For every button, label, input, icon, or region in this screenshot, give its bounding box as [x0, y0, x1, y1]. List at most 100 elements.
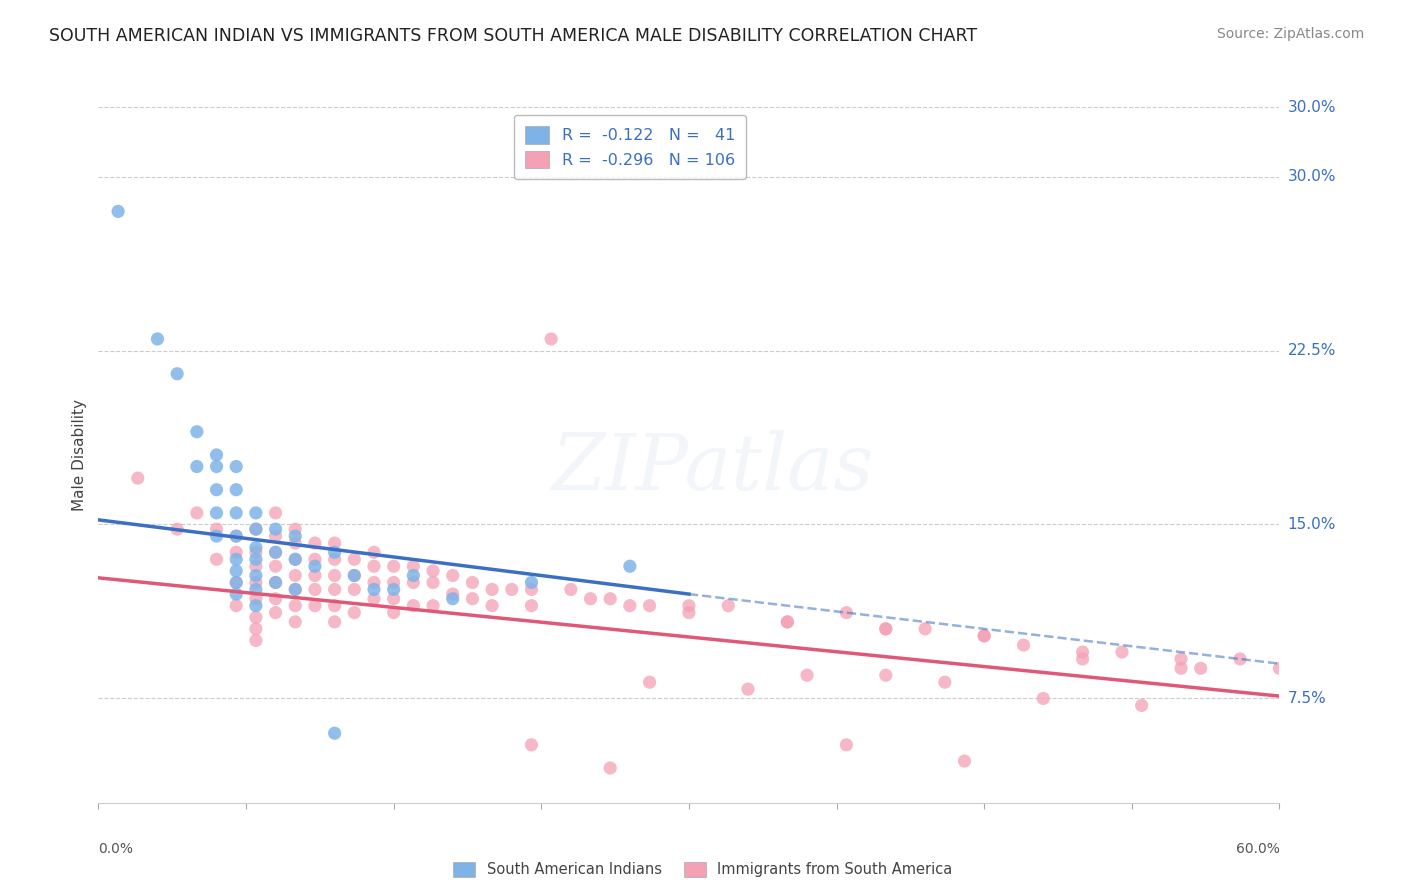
Point: [323, 582, 346, 597]
Point: [1189, 661, 1212, 675]
Point: [245, 506, 267, 520]
Point: [205, 448, 228, 462]
Point: [422, 599, 444, 613]
Point: [1071, 645, 1094, 659]
Point: [540, 332, 562, 346]
Point: [245, 622, 267, 636]
Point: [245, 582, 267, 597]
Point: [382, 559, 405, 574]
Point: [225, 599, 247, 613]
Point: [225, 529, 247, 543]
Point: [245, 541, 267, 555]
Point: [323, 536, 346, 550]
Point: [402, 568, 425, 582]
Point: [304, 559, 326, 574]
Point: [166, 522, 188, 536]
Point: [245, 552, 267, 566]
Legend: South American Indians, Immigrants from South America: South American Indians, Immigrants from …: [446, 855, 960, 885]
Point: [1170, 652, 1192, 666]
Point: [1071, 652, 1094, 666]
Point: [264, 606, 287, 620]
Point: [953, 754, 976, 768]
Text: 22.5%: 22.5%: [1288, 343, 1336, 358]
Point: [875, 622, 897, 636]
Point: [737, 682, 759, 697]
Point: [422, 575, 444, 590]
Point: [638, 599, 661, 613]
Point: [205, 552, 228, 566]
Point: [1130, 698, 1153, 713]
Point: [382, 575, 405, 590]
Point: [343, 606, 366, 620]
Point: [284, 568, 307, 582]
Point: [323, 726, 346, 740]
Point: [245, 599, 267, 613]
Point: [166, 367, 188, 381]
Point: [264, 591, 287, 606]
Point: [323, 545, 346, 559]
Point: [441, 568, 464, 582]
Point: [304, 536, 326, 550]
Point: [934, 675, 956, 690]
Point: [225, 575, 247, 590]
Point: [264, 545, 287, 559]
Point: [284, 615, 307, 629]
Point: [481, 582, 503, 597]
Point: [402, 575, 425, 590]
Point: [186, 506, 208, 520]
Point: [245, 610, 267, 624]
Point: [560, 582, 582, 597]
Point: [875, 622, 897, 636]
Point: [776, 615, 799, 629]
Point: [225, 545, 247, 559]
Point: [264, 529, 287, 543]
Point: [579, 591, 602, 606]
Point: [678, 606, 700, 620]
Point: [245, 575, 267, 590]
Point: [323, 568, 346, 582]
Text: 30.0%: 30.0%: [1288, 169, 1336, 184]
Point: [501, 582, 523, 597]
Point: [284, 582, 307, 597]
Point: [127, 471, 149, 485]
Point: [441, 587, 464, 601]
Point: [225, 483, 247, 497]
Point: [264, 545, 287, 559]
Point: [363, 591, 385, 606]
Point: [107, 204, 129, 219]
Point: [186, 459, 208, 474]
Y-axis label: Male Disability: Male Disability: [72, 399, 87, 511]
Point: [264, 506, 287, 520]
Point: [520, 582, 543, 597]
Point: [382, 591, 405, 606]
Point: [205, 483, 228, 497]
Point: [599, 591, 621, 606]
Point: [343, 568, 366, 582]
Text: Source: ZipAtlas.com: Source: ZipAtlas.com: [1216, 27, 1364, 41]
Point: [284, 582, 307, 597]
Point: [323, 552, 346, 566]
Point: [225, 506, 247, 520]
Point: [245, 545, 267, 559]
Text: 30.0%: 30.0%: [1288, 100, 1336, 114]
Point: [835, 738, 858, 752]
Point: [304, 552, 326, 566]
Text: 15.0%: 15.0%: [1288, 517, 1336, 532]
Point: [382, 582, 405, 597]
Point: [225, 564, 247, 578]
Point: [264, 522, 287, 536]
Point: [461, 575, 484, 590]
Point: [382, 606, 405, 620]
Point: [1268, 661, 1291, 675]
Point: [284, 529, 307, 543]
Point: [284, 552, 307, 566]
Point: [304, 599, 326, 613]
Point: [619, 559, 641, 574]
Point: [245, 633, 267, 648]
Point: [343, 582, 366, 597]
Point: [835, 606, 858, 620]
Point: [225, 575, 247, 590]
Point: [284, 552, 307, 566]
Point: [225, 552, 247, 566]
Point: [245, 591, 267, 606]
